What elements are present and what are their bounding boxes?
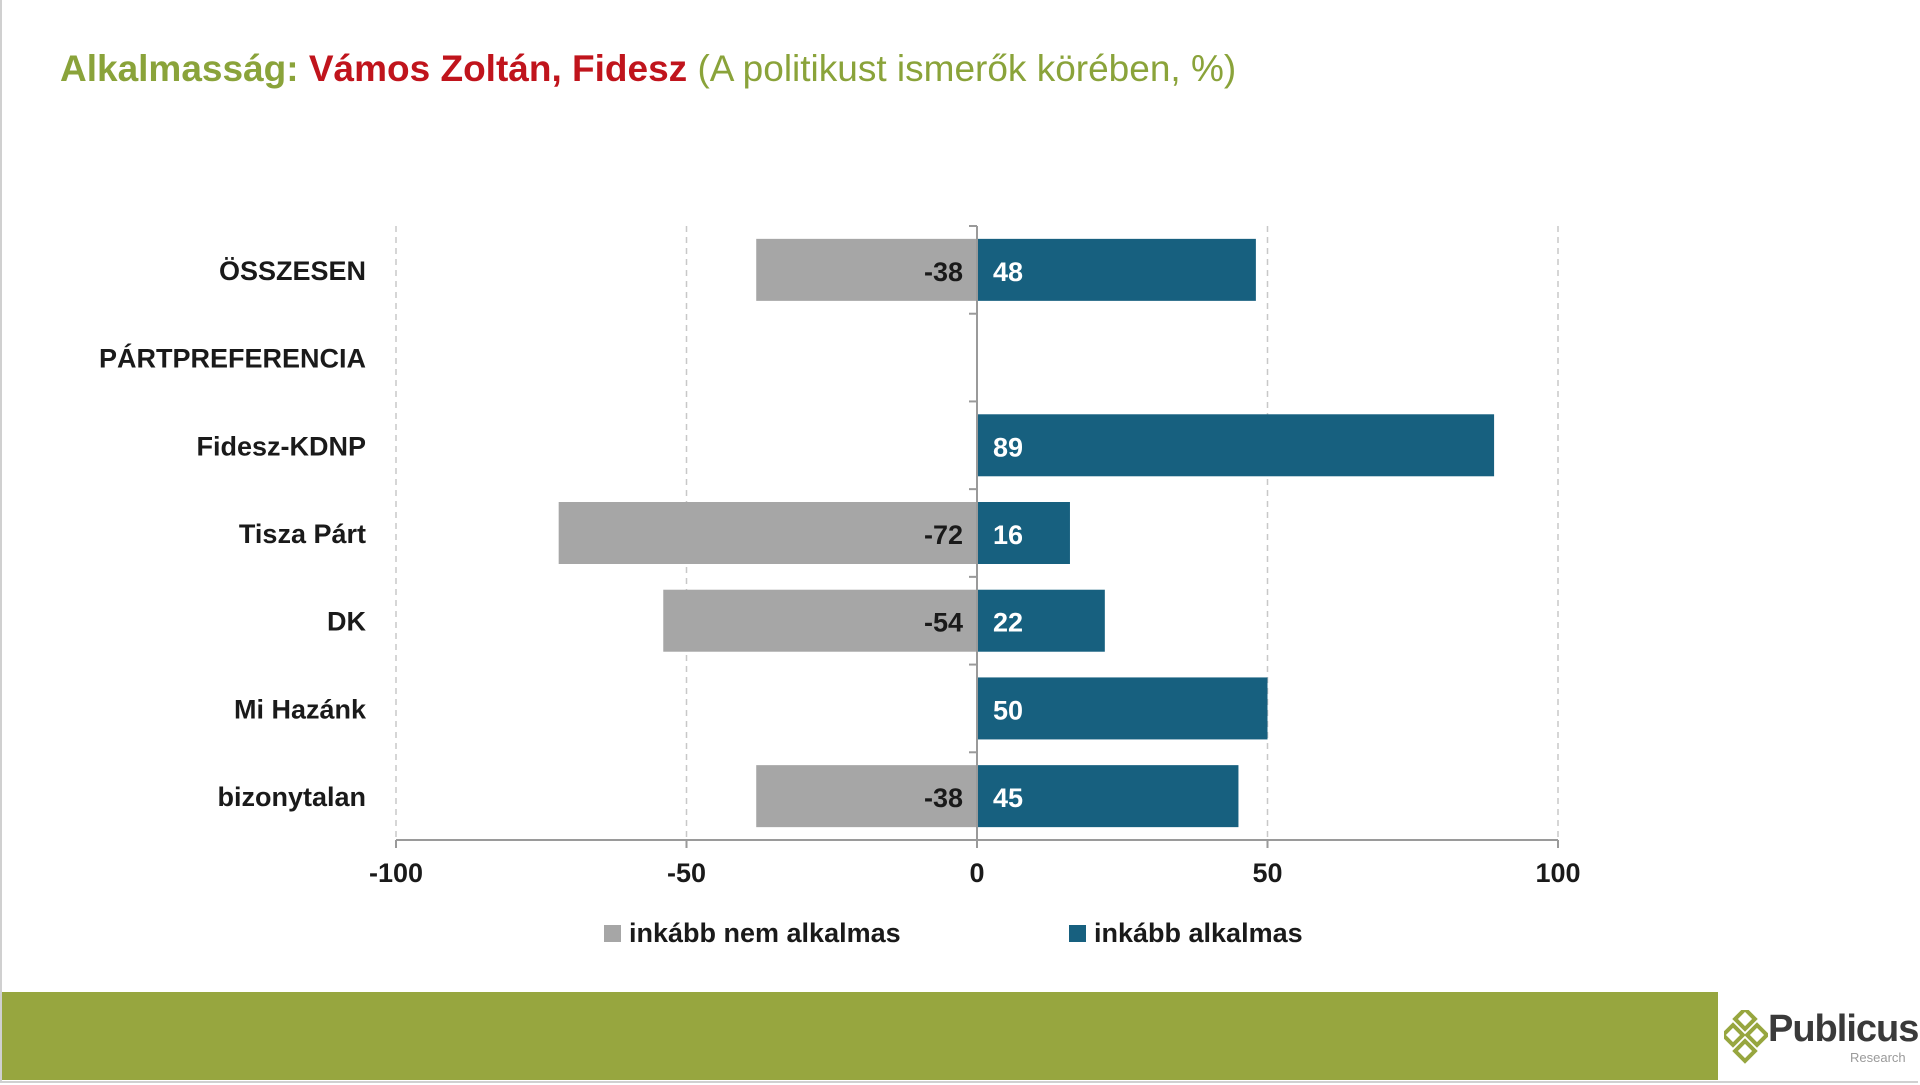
chart: -100 -50 0 50 100 ÖSSZESEN -38 48 PÁRTPREFERENC… [99, 225, 1581, 948]
category-label: Fidesz-KDNP [196, 431, 366, 461]
bars-layer [558, 238, 1495, 828]
data-label: -54 [924, 608, 963, 638]
data-label: 50 [993, 695, 1023, 725]
title-name: Vámos Zoltán, Fidesz [308, 48, 688, 89]
data-label: 45 [993, 783, 1023, 813]
data-label: -72 [924, 520, 963, 550]
axis-layer: -100 -50 0 50 100 [369, 225, 1581, 888]
bar-suitable [977, 238, 1256, 301]
bar-not-suitable [756, 765, 977, 828]
category-label: Mi Hazánk [234, 694, 367, 724]
label-layer: ÖSSZESEN -38 48 PÁRTPREFERENCIA Fidesz-KDNP 8… [99, 256, 1023, 813]
logo-text: Publicus [1768, 1008, 1919, 1050]
bar-suitable [977, 589, 1105, 652]
bar-not-suitable [663, 589, 977, 652]
category-label: DK [327, 607, 366, 637]
legend-label: inkább nem alkalmas [629, 918, 901, 948]
legend: inkább nem alkalmas inkább alkalmas [604, 918, 1303, 948]
category-label: PÁRTPREFERENCIA [99, 343, 366, 374]
data-label: 89 [993, 432, 1023, 462]
bar-not-suitable [756, 238, 977, 301]
legend-swatch [1069, 925, 1086, 942]
bar-not-suitable [558, 502, 977, 564]
publicus-logo: Publicus Research [1722, 1000, 1919, 1070]
title-lead: Alkalmasság: [60, 48, 299, 89]
title-subtitle: (A politikust ismerők körében, %) [697, 48, 1237, 89]
bar-suitable [977, 765, 1239, 828]
data-label: 22 [993, 608, 1023, 638]
bar-suitable [977, 677, 1268, 740]
x-tick-label: -50 [667, 858, 706, 888]
bar-suitable [977, 502, 1070, 564]
data-label: 16 [993, 520, 1023, 550]
x-tick-label: 100 [1535, 858, 1580, 888]
category-label: ÖSSZESEN [219, 256, 366, 286]
logo-diamond-icon [1724, 1010, 1768, 1064]
data-label: -38 [924, 257, 963, 287]
page-title: Alkalmasság: Vámos Zoltán, Fidesz (A pol… [60, 48, 1236, 90]
category-label: bizonytalan [217, 782, 366, 812]
x-tick-label: -100 [369, 858, 423, 888]
x-tick-label: 50 [1252, 858, 1282, 888]
category-label: Tisza Párt [239, 519, 366, 549]
logo-subtext: Research [1850, 1050, 1906, 1065]
footer-band [2, 992, 1718, 1080]
legend-swatch [604, 925, 621, 942]
x-tick-label: 0 [969, 858, 984, 888]
bar-suitable [977, 414, 1495, 477]
legend-label: inkább alkalmas [1094, 918, 1303, 948]
data-label: -38 [924, 783, 963, 813]
data-label: 48 [993, 257, 1023, 287]
